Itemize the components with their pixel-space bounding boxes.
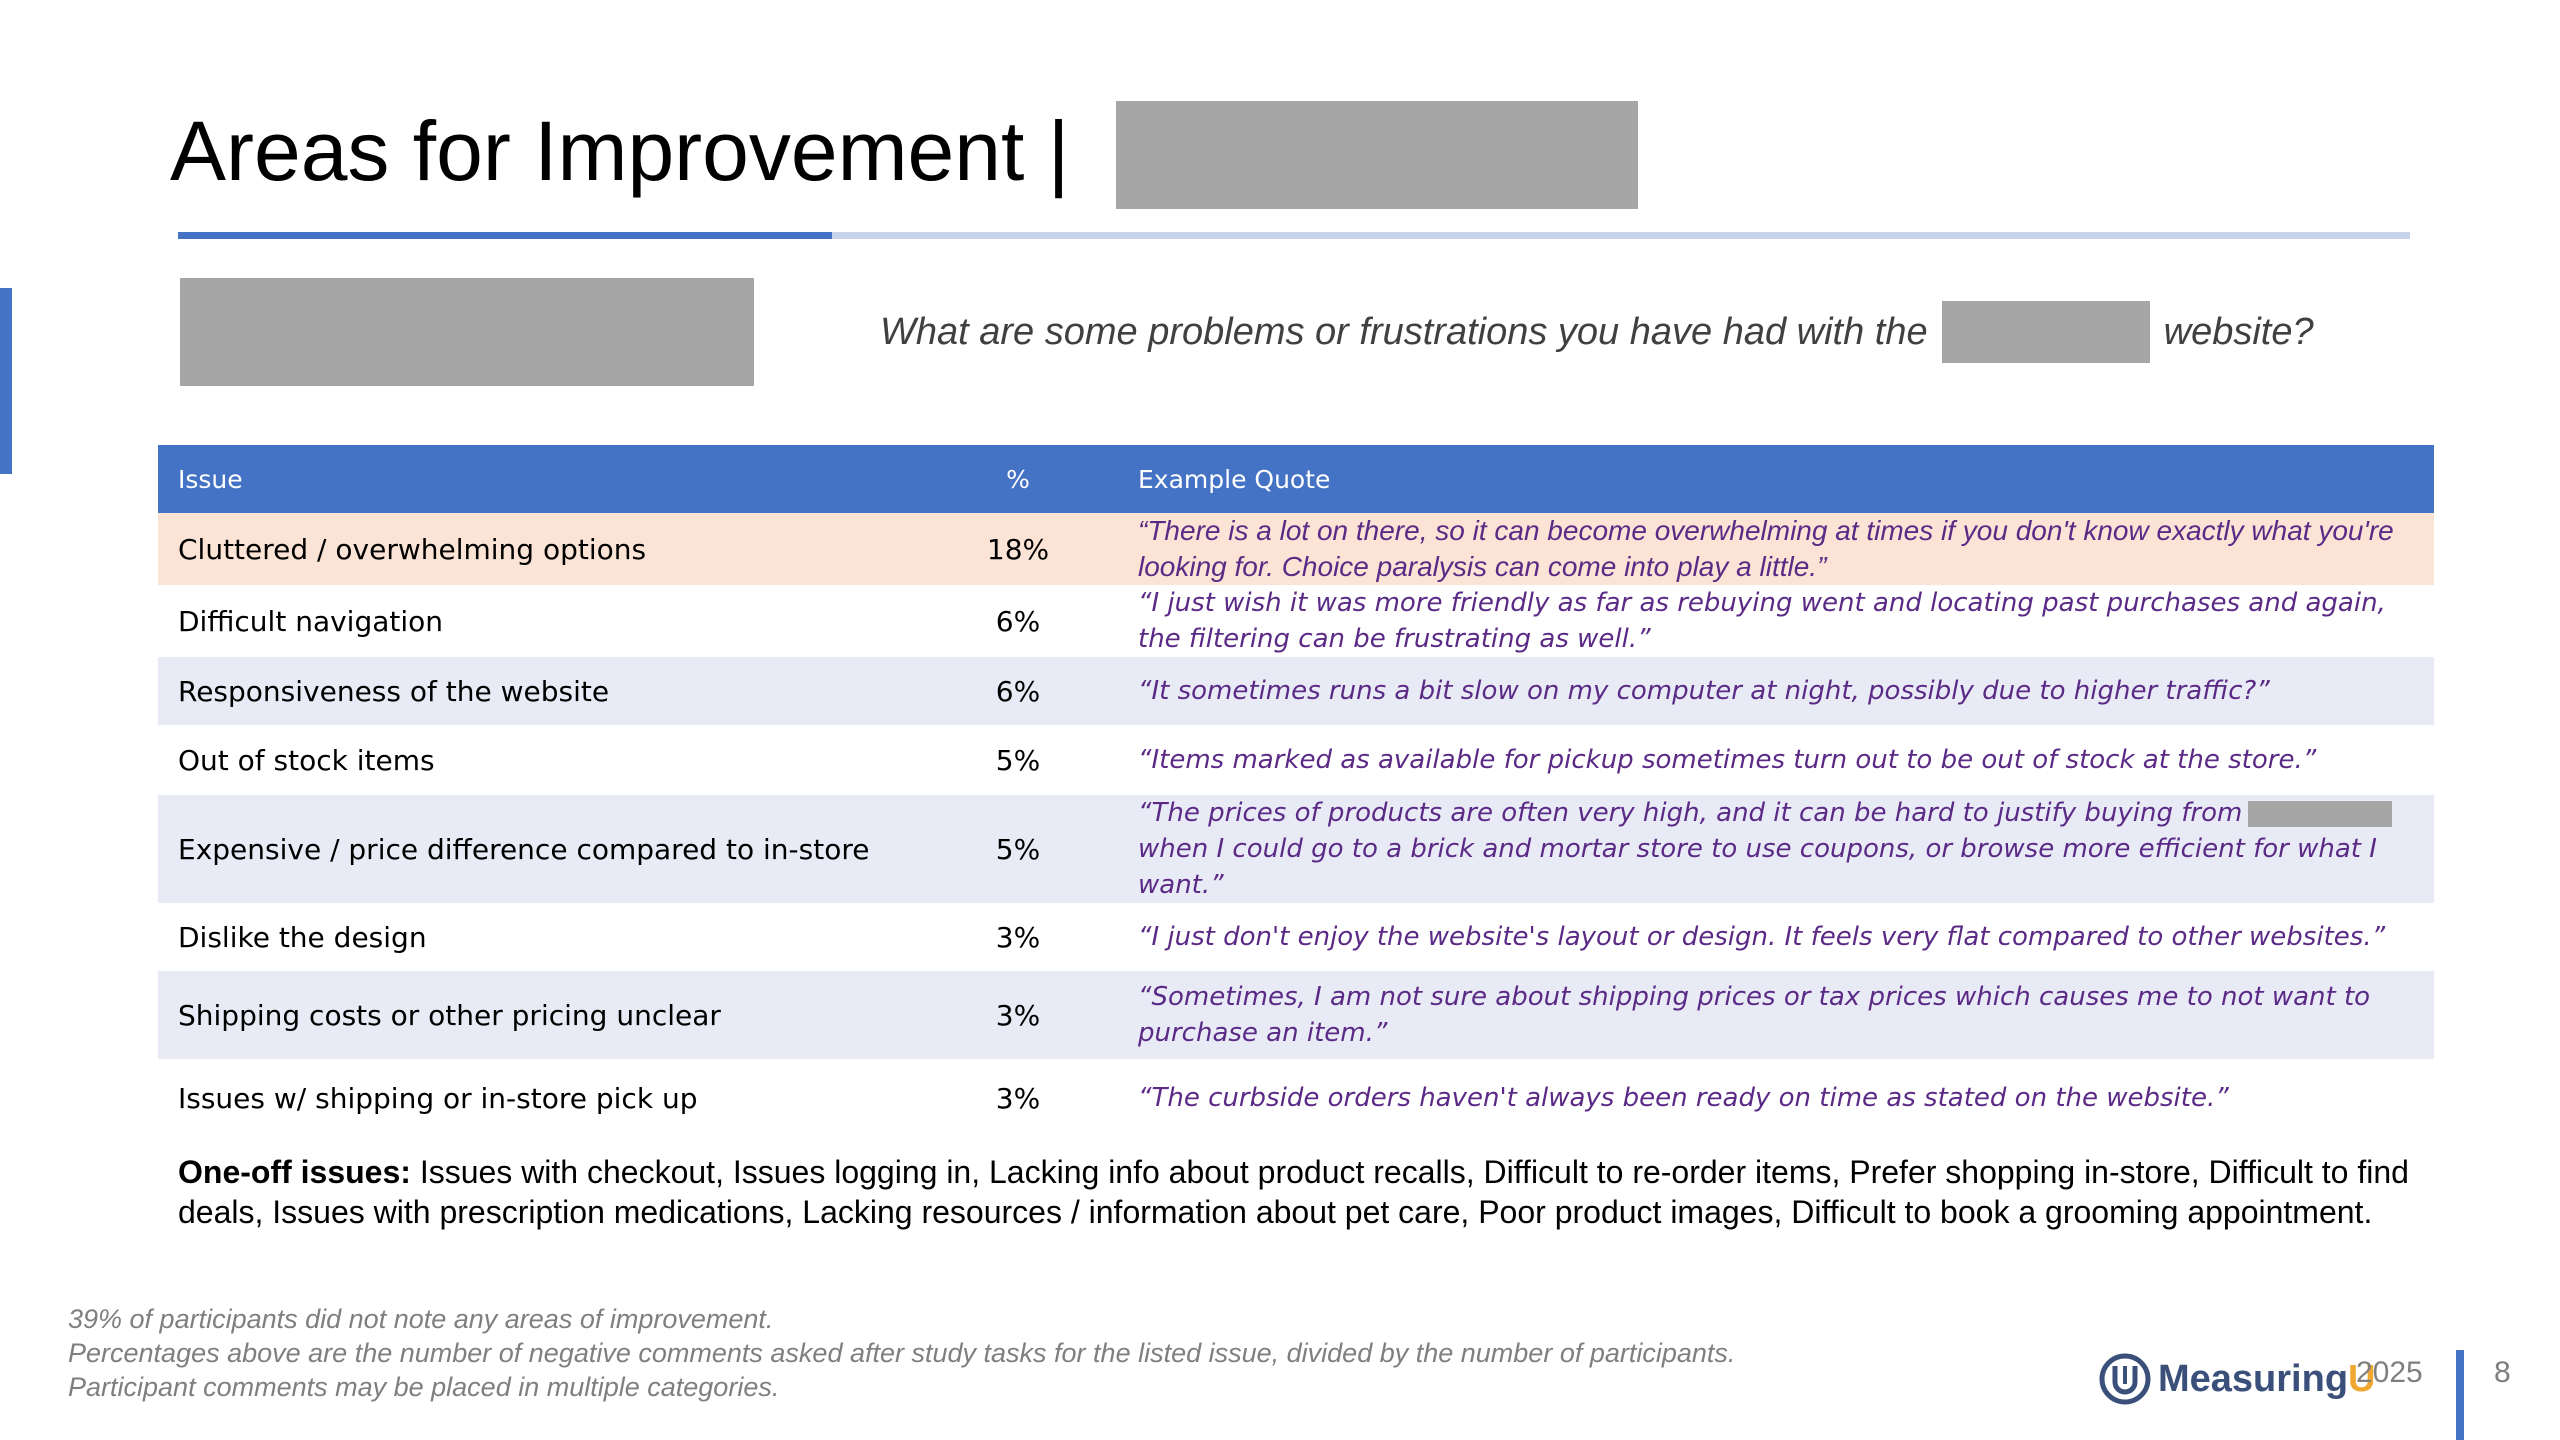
- page-number: 8: [2494, 1356, 2511, 1389]
- issues-table: Issue % Example Quote Cluttered / overwh…: [158, 445, 2434, 1137]
- percent-cell: 3%: [918, 971, 1118, 1059]
- footnotes: 39% of participants did not note any are…: [68, 1302, 1735, 1404]
- measuringu-logo-icon: [2099, 1353, 2151, 1405]
- page-title: Areas for Improvement |: [170, 104, 1070, 198]
- issue-cell: Shipping costs or other pricing unclear: [158, 971, 918, 1059]
- table-row: Cluttered / overwhelming options 18% “Th…: [158, 513, 2434, 585]
- table-row: Expensive / price difference compared to…: [158, 795, 2434, 903]
- title-redacted-block: [1116, 101, 1638, 209]
- logo-wordmark: MeasuringU: [2158, 1358, 2376, 1401]
- percent-cell: 5%: [918, 725, 1118, 795]
- table-row: Out of stock items 5% “Items marked as a…: [158, 725, 2434, 795]
- measuringu-logo: MeasuringU: [2098, 1352, 2376, 1406]
- issue-cell: Cluttered / overwhelming options: [158, 513, 918, 585]
- logo-accent-text: U: [2348, 1357, 2376, 1400]
- quote-cell: “Sometimes, I am not sure about shipping…: [1118, 971, 2434, 1059]
- percent-cell: 3%: [918, 903, 1118, 971]
- question-redacted-block: [1941, 301, 2150, 363]
- quote-cell: “The curbside orders haven't always been…: [1118, 1059, 2434, 1137]
- left-accent-bar: [0, 288, 12, 474]
- page-number-bar: [2456, 1350, 2464, 1440]
- question-prefix: What are some problems or frustrations y…: [880, 310, 1928, 353]
- table-row: Difficult navigation 6% “I just wish it …: [158, 585, 2434, 657]
- column-header-percent: %: [918, 445, 1118, 513]
- issue-cell: Responsiveness of the website: [158, 657, 918, 725]
- quote-cell: “It sometimes runs a bit slow on my comp…: [1118, 657, 2434, 725]
- logo-main-text: Measuring: [2158, 1357, 2349, 1400]
- issue-cell: Difficult navigation: [158, 585, 918, 657]
- title-underline-track: [178, 232, 2410, 239]
- percent-cell: 3%: [918, 1059, 1118, 1137]
- subtitle-redacted-block: [180, 278, 754, 386]
- issue-cell: Issues w/ shipping or in-store pick up: [158, 1059, 918, 1137]
- issue-cell: Out of stock items: [158, 725, 918, 795]
- quote-cell: “I just wish it was more friendly as far…: [1118, 585, 2434, 657]
- survey-question: What are some problems or frustrations y…: [880, 300, 2314, 364]
- footnote-line: Participant comments may be placed in mu…: [68, 1372, 780, 1402]
- one-off-label: One-off issues:: [178, 1154, 411, 1190]
- one-off-text: Issues with checkout, Issues logging in,…: [178, 1154, 2409, 1230]
- percent-cell: 6%: [918, 585, 1118, 657]
- table-row: Shipping costs or other pricing unclear …: [158, 971, 2434, 1059]
- title-underline-accent: [178, 232, 832, 239]
- column-header-quote: Example Quote: [1118, 445, 2434, 513]
- percent-cell: 5%: [918, 795, 1118, 903]
- quote-redacted-block: [2248, 800, 2393, 827]
- quote-text-after: when I could go to a brick and mortar st…: [1138, 834, 2377, 900]
- issue-cell: Dislike the design: [158, 903, 918, 971]
- table-row: Dislike the design 3% “I just don't enjo…: [158, 903, 2434, 971]
- table-row: Responsiveness of the website 6% “It som…: [158, 657, 2434, 725]
- question-suffix: website?: [2163, 310, 2314, 353]
- quote-cell: “I just don't enjoy the website's layout…: [1118, 903, 2434, 971]
- footer-year: 2025: [2356, 1356, 2423, 1389]
- quote-text-before: “The prices of products are often very h…: [1138, 798, 2243, 828]
- footnote-line: Percentages above are the number of nega…: [68, 1338, 1736, 1368]
- percent-cell: 6%: [918, 657, 1118, 725]
- percent-cell: 18%: [918, 513, 1118, 585]
- issue-cell: Expensive / price difference compared to…: [158, 795, 918, 903]
- table-row: Issues w/ shipping or in-store pick up 3…: [158, 1059, 2434, 1137]
- footnote-line: 39% of participants did not note any are…: [68, 1304, 774, 1334]
- column-header-issue: Issue: [158, 445, 918, 513]
- one-off-issues: One-off issues: Issues with checkout, Is…: [178, 1152, 2448, 1232]
- quote-cell: “The prices of products are often very h…: [1118, 795, 2434, 903]
- quote-cell: “There is a lot on there, so it can beco…: [1118, 513, 2434, 585]
- table-header-row: Issue % Example Quote: [158, 445, 2434, 513]
- quote-cell: “Items marked as available for pickup so…: [1118, 725, 2434, 795]
